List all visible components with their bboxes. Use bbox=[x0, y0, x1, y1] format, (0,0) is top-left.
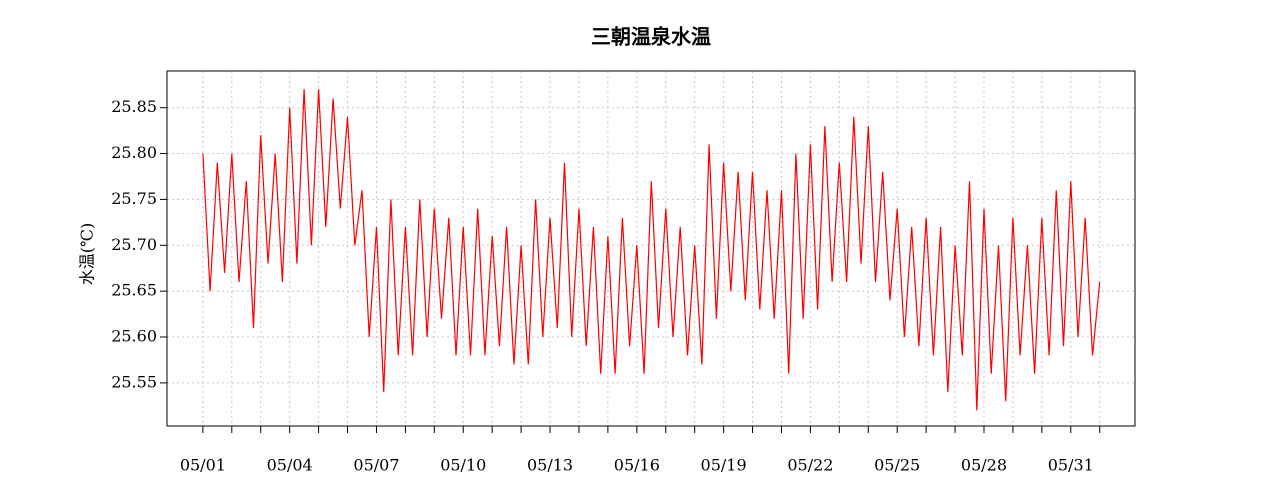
x-tick-label: 05/13 bbox=[527, 456, 573, 475]
chart-title: 三朝温泉水温 bbox=[591, 25, 711, 49]
x-tick-label: 05/22 bbox=[787, 456, 833, 475]
y-axis-label: 水温(℃) bbox=[78, 223, 97, 285]
x-tick-label: 05/10 bbox=[440, 456, 486, 475]
x-tick-label: 05/31 bbox=[1048, 456, 1094, 475]
y-tick-label: 25.80 bbox=[111, 143, 157, 162]
x-tick-label: 05/16 bbox=[614, 456, 660, 475]
x-tick-label: 05/04 bbox=[267, 456, 313, 475]
x-tick-label: 05/25 bbox=[874, 456, 920, 475]
x-tick-label: 05/19 bbox=[701, 456, 747, 475]
y-tick-label: 25.70 bbox=[111, 235, 157, 254]
data-line bbox=[202, 89, 1101, 411]
y-tick-label: 25.85 bbox=[111, 97, 157, 116]
y-tick-label: 25.65 bbox=[111, 281, 157, 300]
y-tick-label: 25.55 bbox=[111, 372, 157, 391]
y-tick-label: 25.75 bbox=[111, 189, 157, 208]
plot-frame bbox=[166, 70, 1136, 427]
x-tick-label: 05/01 bbox=[180, 456, 226, 475]
x-tick-label: 05/07 bbox=[353, 456, 399, 475]
y-tick-label: 25.60 bbox=[111, 327, 157, 346]
x-tick-label: 05/28 bbox=[961, 456, 1007, 475]
